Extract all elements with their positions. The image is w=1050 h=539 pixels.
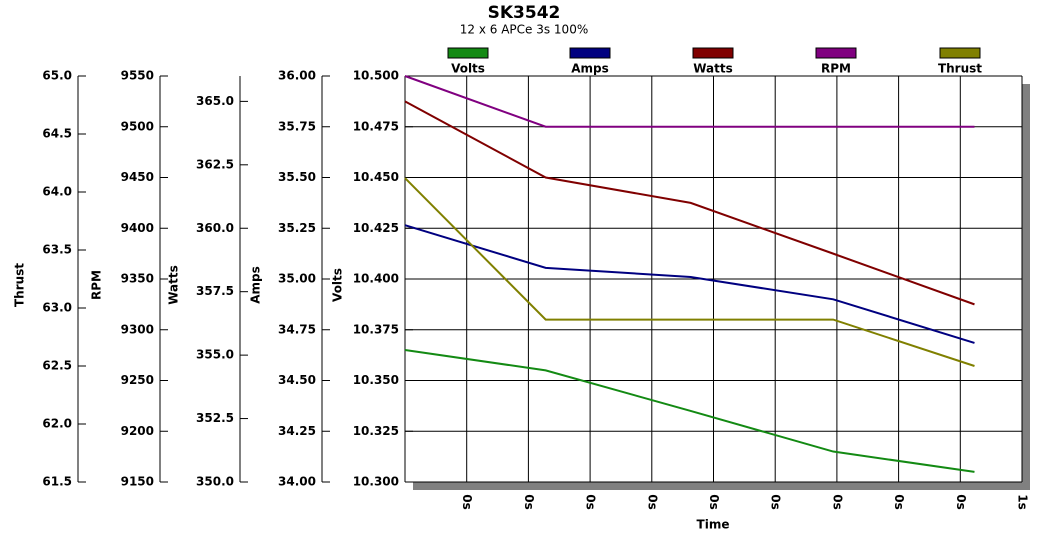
y-tick-label: 9400 [121,221,154,235]
y-tick-label: 35.75 [278,119,316,133]
series-line [404,75,975,128]
legend-swatch [569,47,611,59]
y-tick-label: 10.375 [353,322,399,336]
series-line [404,224,975,344]
y-tick-label: 10.500 [353,69,399,83]
y-tick-label: 360.0 [196,221,234,235]
y-tick-label: 9500 [121,119,154,133]
y-tick-label: 35.00 [278,272,316,286]
y-tick-label: 10.400 [353,272,399,286]
x-tick-label: 0s [954,494,968,510]
y-tick-label: 357.5 [196,284,234,298]
y-tick-label: 355.0 [196,348,234,362]
legend-label: Watts [693,62,733,76]
legend-label: Volts [451,62,485,76]
x-tick-label: 0s [769,494,783,510]
chart-subtitle: 12 x 6 APCe 3s 100% [460,23,588,37]
x-tick-label: 0s [645,494,659,510]
y-tick-label: 62.5 [42,359,72,373]
y-tick-label: 10.450 [353,170,399,184]
x-tick-label: 1s [1016,494,1030,510]
legend-swatch [447,47,489,59]
y-tick-label: 9350 [121,272,154,286]
legend-label: Amps [571,62,609,76]
y-tick-label: 365.0 [196,94,234,108]
y-tick-label: 61.5 [42,475,72,489]
y-tick-label: 10.300 [353,475,399,489]
y-tick-label: 64.0 [42,185,72,199]
y-tick-label: 9150 [121,475,154,489]
y-axis-title: Thrust [13,263,27,307]
y-tick-label: 64.5 [42,127,72,141]
y-tick-label: 34.25 [278,424,316,438]
y-tick-label: 65.0 [42,69,72,83]
x-tick-label: 0s [707,494,721,510]
y-axis-title: Watts [167,265,181,305]
y-tick-label: 10.325 [353,424,399,438]
series-line [404,100,975,306]
x-tick-label: 0s [460,494,474,510]
y-tick-label: 35.50 [278,170,316,184]
y-tick-label: 10.350 [353,373,399,387]
y-tick-label: 9550 [121,69,154,83]
chart-title: SK3542 [488,3,561,23]
series-line [404,177,975,367]
y-tick-label: 10.425 [353,221,399,235]
y-tick-label: 9450 [121,170,154,184]
x-axis-title: Time [697,518,730,532]
y-axis-title: Volts [331,268,345,302]
y-tick-label: 63.5 [42,243,72,257]
y-axis-title: Amps [249,266,263,304]
y-tick-label: 10.475 [353,119,399,133]
y-tick-label: 352.5 [196,411,234,425]
y-tick-label: 63.0 [42,301,72,315]
legend-swatch [939,47,981,59]
y-tick-label: 34.50 [278,373,316,387]
y-tick-label: 36.00 [278,69,316,83]
y-tick-label: 9300 [121,322,154,336]
x-tick-label: 0s [830,494,844,510]
y-tick-label: 9200 [121,424,154,438]
y-tick-label: 34.75 [278,322,316,336]
y-axis-title: RPM [90,270,104,300]
legend-swatch [815,47,857,59]
y-tick-label: 34.00 [278,475,316,489]
y-tick-label: 9250 [121,373,154,387]
series-line [404,349,975,473]
x-tick-label: 0s [584,494,598,510]
x-tick-label: 0s [892,494,906,510]
legend-label: Thrust [938,62,982,76]
legend-label: RPM [821,62,851,76]
y-tick-label: 350.0 [196,475,234,489]
legend-swatch [692,47,734,59]
y-tick-label: 362.5 [196,157,234,171]
x-tick-label: 0s [522,494,536,510]
y-tick-label: 35.25 [278,221,316,235]
y-tick-label: 62.0 [42,417,72,431]
